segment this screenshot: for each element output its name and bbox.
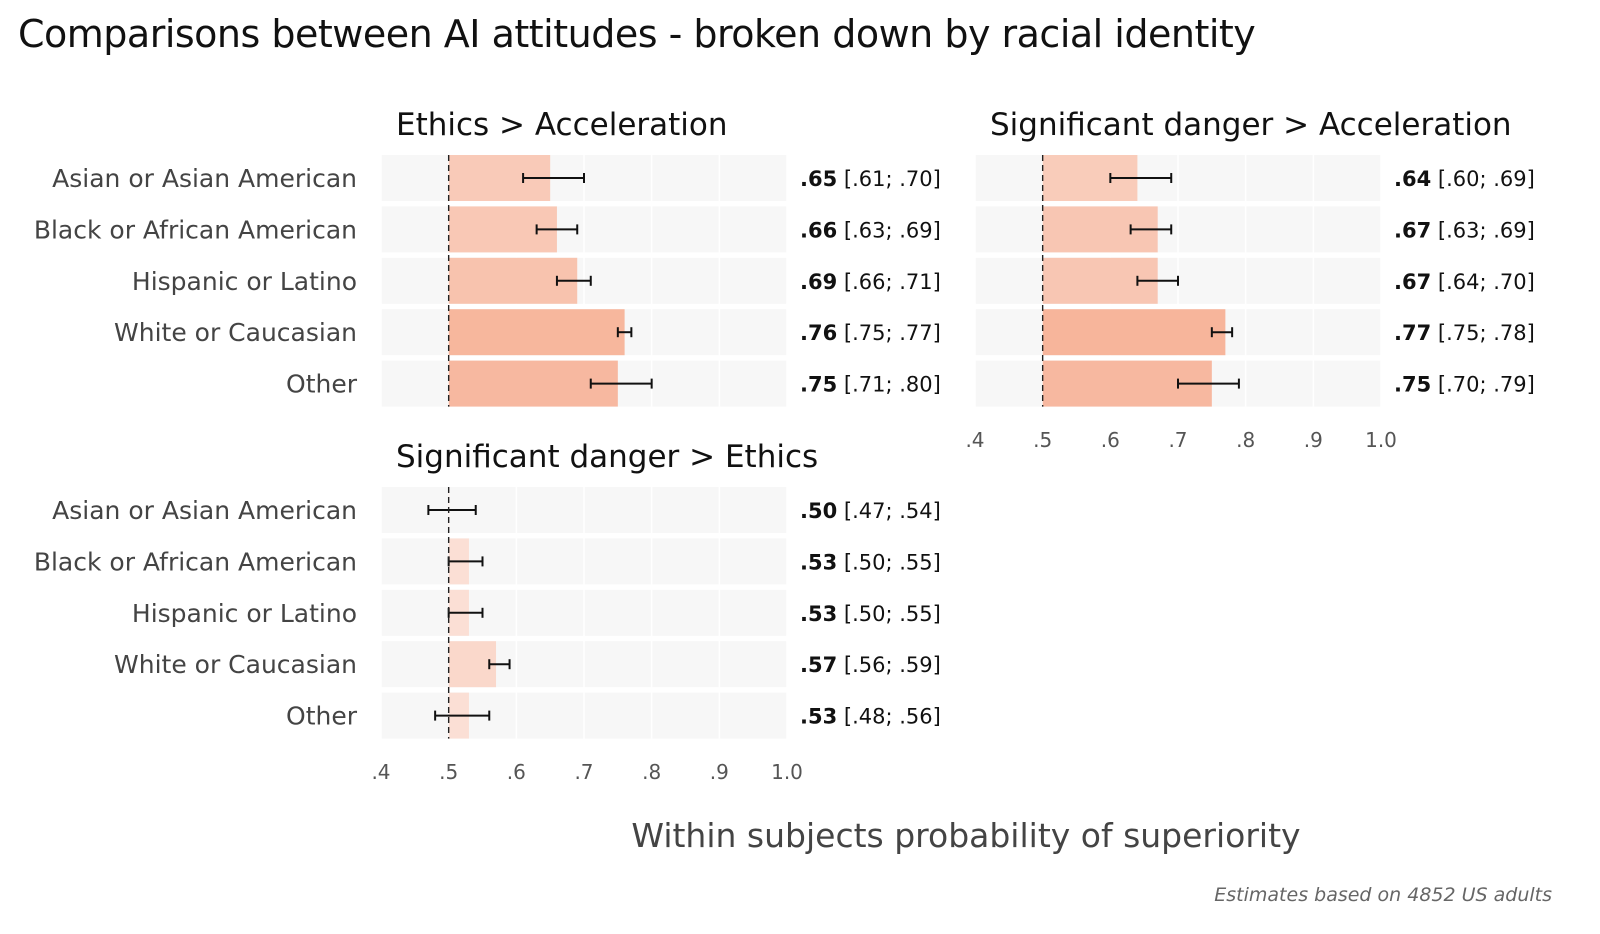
value-label: .65 [.61; .70]: [800, 167, 941, 191]
value-label-ci: [.48; .56]: [837, 705, 941, 729]
value-label-ci: [.61; .70]: [837, 167, 941, 191]
category-label: Other: [286, 370, 358, 399]
category-label: Other: [286, 702, 358, 731]
value-label: .67 [.64; .70]: [1394, 270, 1535, 294]
panel-2: Significant danger > Acceleration .64 [.6…: [965, 107, 1534, 452]
footnote: Estimates based on 4852 US adults: [1214, 884, 1552, 906]
value-label-estimate: .77: [1394, 321, 1431, 345]
x-tick-label: 1.0: [1365, 428, 1397, 452]
category-label: Black or African American: [34, 215, 357, 244]
value-label: .77 [.75; .78]: [1394, 321, 1535, 345]
value-label-ci: [.66; .71]: [837, 270, 941, 294]
value-label: .75 [.70; .79]: [1394, 373, 1535, 397]
category-label: Hispanic or Latino: [132, 599, 357, 628]
bar: [448, 309, 625, 356]
x-tick-label: 1.0: [771, 760, 803, 784]
value-label-estimate: .66: [800, 218, 837, 242]
x-tick-label: .7: [1168, 428, 1187, 452]
x-tick-label: .9: [1304, 428, 1323, 452]
category-label: White or Caucasian: [114, 650, 357, 679]
value-label-ci: [.50; .55]: [837, 602, 941, 626]
x-axis-label: Within subjects probability of superiori…: [631, 816, 1300, 855]
value-label-estimate: .75: [1394, 373, 1431, 397]
value-label: .76 [.75; .77]: [800, 321, 941, 345]
value-label-ci: [.75; .77]: [837, 321, 941, 345]
value-label: .53 [.50; .55]: [800, 602, 941, 626]
value-label-ci: [.70; .79]: [1431, 373, 1535, 397]
x-tick-label: .5: [1033, 428, 1052, 452]
value-label-ci: [.47; .54]: [837, 499, 941, 523]
value-label-estimate: .50: [800, 499, 837, 523]
value-label-ci: [.56; .59]: [837, 653, 941, 677]
value-label-estimate: .67: [1394, 270, 1431, 294]
x-tick-label: .8: [642, 760, 661, 784]
value-label-estimate: .53: [800, 602, 837, 626]
panel-title: Significant danger > Acceleration: [990, 107, 1512, 143]
category-label: Hispanic or Latino: [132, 267, 357, 296]
category-label: Asian or Asian American: [52, 496, 357, 525]
value-label-ci: [.60; .69]: [1431, 167, 1535, 191]
value-label-estimate: .75: [800, 373, 837, 397]
value-label-estimate: .69: [800, 270, 837, 294]
value-label: .53 [.48; .56]: [800, 705, 941, 729]
panel-3: Significant danger > Ethics .50 [.47; .54…: [34, 439, 941, 784]
value-label: .57 [.56; .59]: [800, 653, 941, 677]
value-label-ci: [.75; .78]: [1431, 321, 1535, 345]
x-tick-label: .4: [371, 760, 390, 784]
category-label: Black or African American: [34, 547, 357, 576]
panel-title: Significant danger > Ethics: [396, 439, 818, 475]
x-tick-label: .9: [710, 760, 729, 784]
value-label-ci: [.50; .55]: [837, 550, 941, 574]
value-label-ci: [.64; .70]: [1431, 270, 1535, 294]
chart-title: Comparisons between AI attitudes - broke…: [18, 12, 1256, 56]
x-tick-label: .8: [1236, 428, 1255, 452]
value-label-ci: [.63; .69]: [837, 218, 941, 242]
value-label-ci: [.63; .69]: [1431, 218, 1535, 242]
category-label: Asian or Asian American: [52, 164, 357, 193]
x-tick-label: .5: [439, 760, 458, 784]
value-label: .67 [.63; .69]: [1394, 218, 1535, 242]
x-tick-label: .7: [574, 760, 593, 784]
bar: [448, 257, 578, 304]
value-label: .66 [.63; .69]: [800, 218, 941, 242]
value-label-estimate: .64: [1394, 167, 1431, 191]
x-tick-label: .6: [507, 760, 526, 784]
panel-1: Ethics > Acceleration .65 [.61; .70] Asian…: [34, 107, 941, 407]
value-label-estimate: .53: [800, 705, 837, 729]
category-label: White or Caucasian: [114, 318, 357, 347]
value-label: .64 [.60; .69]: [1394, 167, 1535, 191]
value-label-estimate: .53: [800, 550, 837, 574]
value-label-estimate: .65: [800, 167, 837, 191]
value-label: .53 [.50; .55]: [800, 550, 941, 574]
value-label-ci: [.71; .80]: [837, 373, 941, 397]
value-label-estimate: .67: [1394, 218, 1431, 242]
value-label: .69 [.66; .71]: [800, 270, 941, 294]
panel-title: Ethics > Acceleration: [396, 107, 728, 143]
value-label: .50 [.47; .54]: [800, 499, 941, 523]
value-label-estimate: .76: [800, 321, 837, 345]
bar: [448, 360, 618, 407]
value-label: .75 [.71; .80]: [800, 373, 941, 397]
value-label-estimate: .57: [800, 653, 837, 677]
x-tick-label: .6: [1101, 428, 1120, 452]
bar: [448, 641, 497, 688]
bar: [1042, 309, 1226, 356]
x-tick-label: .4: [965, 428, 984, 452]
